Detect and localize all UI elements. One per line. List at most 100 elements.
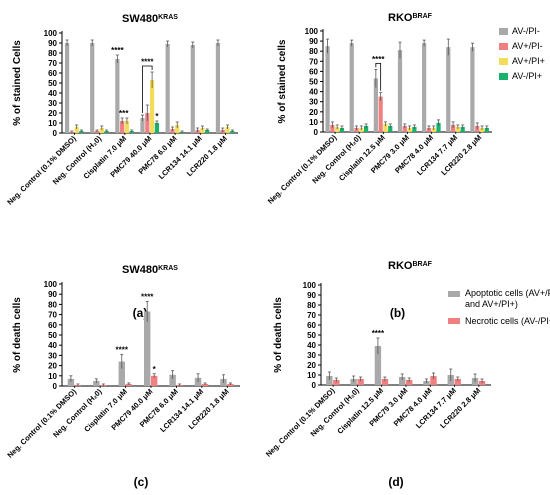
- y-axis-label: % of stained Cells: [12, 40, 23, 126]
- y-tick-label: 0: [53, 382, 58, 391]
- bar-3-1: [151, 375, 158, 386]
- bar-5-2: [455, 126, 460, 132]
- y-tick-label: 60: [48, 321, 57, 330]
- y-tick-label: 50: [307, 331, 316, 340]
- bar-4-0: [169, 374, 176, 386]
- legend-swatch-1: [499, 28, 508, 35]
- chart-title-superscript: BRAF: [413, 261, 433, 268]
- y-tick-label: 70: [48, 59, 57, 68]
- significance-bracket: [142, 65, 153, 113]
- chart-title-main: SW480: [122, 13, 158, 25]
- bar-5-0: [446, 47, 451, 132]
- bar-2-0: [118, 361, 125, 386]
- bar-4-1: [430, 376, 437, 385]
- bar-1-0: [93, 380, 100, 386]
- y-tick-label: 40: [309, 88, 318, 97]
- y-tick-label: 50: [48, 79, 57, 88]
- chart-title: SW480KRAS: [122, 264, 178, 276]
- bar-0-1: [330, 124, 335, 132]
- bar-3-3: [154, 123, 159, 133]
- significance-label: ****: [141, 58, 154, 67]
- bar-3-2: [150, 80, 155, 133]
- significance-bracket: [375, 62, 382, 91]
- y-tick-label: 90: [307, 291, 316, 300]
- bar-3-1: [402, 125, 407, 132]
- y-tick-label: 90: [48, 39, 57, 48]
- y-tick-label: 0: [53, 129, 58, 138]
- bar-0-2: [74, 127, 79, 133]
- y-tick-label: 90: [48, 290, 57, 299]
- y-tick-label: 20: [309, 108, 318, 117]
- panel-label: (c): [134, 475, 149, 489]
- y-tick-label: 60: [307, 321, 316, 330]
- bar-4-3: [436, 122, 441, 132]
- bar-4-0: [165, 44, 170, 133]
- legend-bottom: Apoptotic cells (AV+/PI-and AV+/PI+) Necr…: [448, 288, 550, 326]
- panel-label: (a): [133, 306, 148, 320]
- y-tick-label: 10: [307, 371, 316, 380]
- bar-2-1: [381, 379, 389, 385]
- bar-0-0: [64, 43, 70, 133]
- bar-3-0: [140, 118, 145, 133]
- legend-label-apoptotic: Apoptotic cells (AV+/PI-and AV+/PI+): [465, 288, 550, 309]
- bar-6-0: [215, 43, 221, 133]
- legend-swatch-4: [499, 73, 508, 80]
- significance-label: *: [153, 365, 157, 374]
- chart-title-superscript: KRAS: [158, 265, 178, 272]
- bar-3-3: [412, 126, 417, 132]
- bar-1-1: [357, 379, 364, 385]
- significance-label: ****: [116, 345, 129, 354]
- bar-1-0: [90, 43, 95, 133]
- y-tick-label: 50: [309, 78, 318, 87]
- significance-label: ****: [111, 46, 124, 55]
- chart-title-main: RKO: [388, 260, 413, 272]
- y-tick-label: 80: [307, 301, 316, 310]
- significance-label: ****: [141, 292, 154, 301]
- legend-label-apoptotic-line2: and AV+/PI+): [465, 299, 518, 309]
- bar-6-2: [225, 127, 230, 133]
- chart-panel-2: RKOBRAF% of stained cells010203040506070…: [266, 12, 492, 320]
- bar-3-1: [406, 380, 413, 385]
- y-tick-label: 80: [309, 47, 318, 56]
- y-tick-label: 10: [309, 118, 318, 127]
- chart-title: RKOBRAF: [388, 12, 433, 24]
- legend-swatch-2: [499, 43, 508, 50]
- legend-label-apoptotic-line1: Apoptotic cells (AV+/PI-: [465, 288, 550, 298]
- bar-2-3: [388, 125, 393, 132]
- y-tick-label: 10: [48, 372, 57, 381]
- bar-2-1: [120, 121, 125, 133]
- y-tick-label: 100: [44, 29, 58, 38]
- chart-title: SW480KRAS: [122, 13, 178, 25]
- legend-label-4: AV-/PI+: [512, 71, 542, 81]
- bar-6-0: [470, 47, 475, 132]
- legend-label-3: AV+/PI+: [512, 56, 545, 66]
- bar-1-3: [364, 125, 369, 132]
- significance-label: *: [125, 109, 129, 118]
- y-tick-label: 70: [309, 57, 318, 66]
- bar-5-3: [205, 130, 210, 133]
- bar-0-0: [325, 46, 330, 132]
- y-tick-label: 30: [309, 98, 318, 107]
- bar-5-1: [450, 124, 456, 132]
- x-tick-label: LCR134 14.1 μM: [157, 134, 204, 181]
- bar-0-1: [333, 380, 340, 385]
- y-tick-label: 0: [312, 381, 317, 390]
- y-tick-label: 90: [309, 37, 318, 46]
- y-tick-label: 40: [48, 89, 57, 98]
- bar-2-1: [378, 96, 383, 132]
- legend-label-necrotic: Necrotic cells (AV-/PI+): [465, 316, 550, 326]
- y-tick-label: 30: [48, 99, 57, 108]
- chart-title: RKOBRAF: [388, 260, 433, 272]
- bar-0-0: [326, 376, 333, 385]
- y-tick-label: 10: [48, 119, 57, 128]
- y-tick-label: 40: [48, 341, 57, 350]
- y-tick-label: 20: [48, 109, 57, 118]
- y-tick-label: 60: [309, 67, 318, 76]
- bar-5-3: [460, 126, 465, 132]
- y-tick-label: 80: [48, 300, 57, 309]
- legend-label-2: AV+/PI-: [512, 41, 543, 51]
- bar-3-0: [399, 377, 406, 385]
- bar-5-0: [190, 45, 195, 133]
- bar-3-0: [144, 311, 151, 386]
- significance-label: *: [155, 112, 159, 121]
